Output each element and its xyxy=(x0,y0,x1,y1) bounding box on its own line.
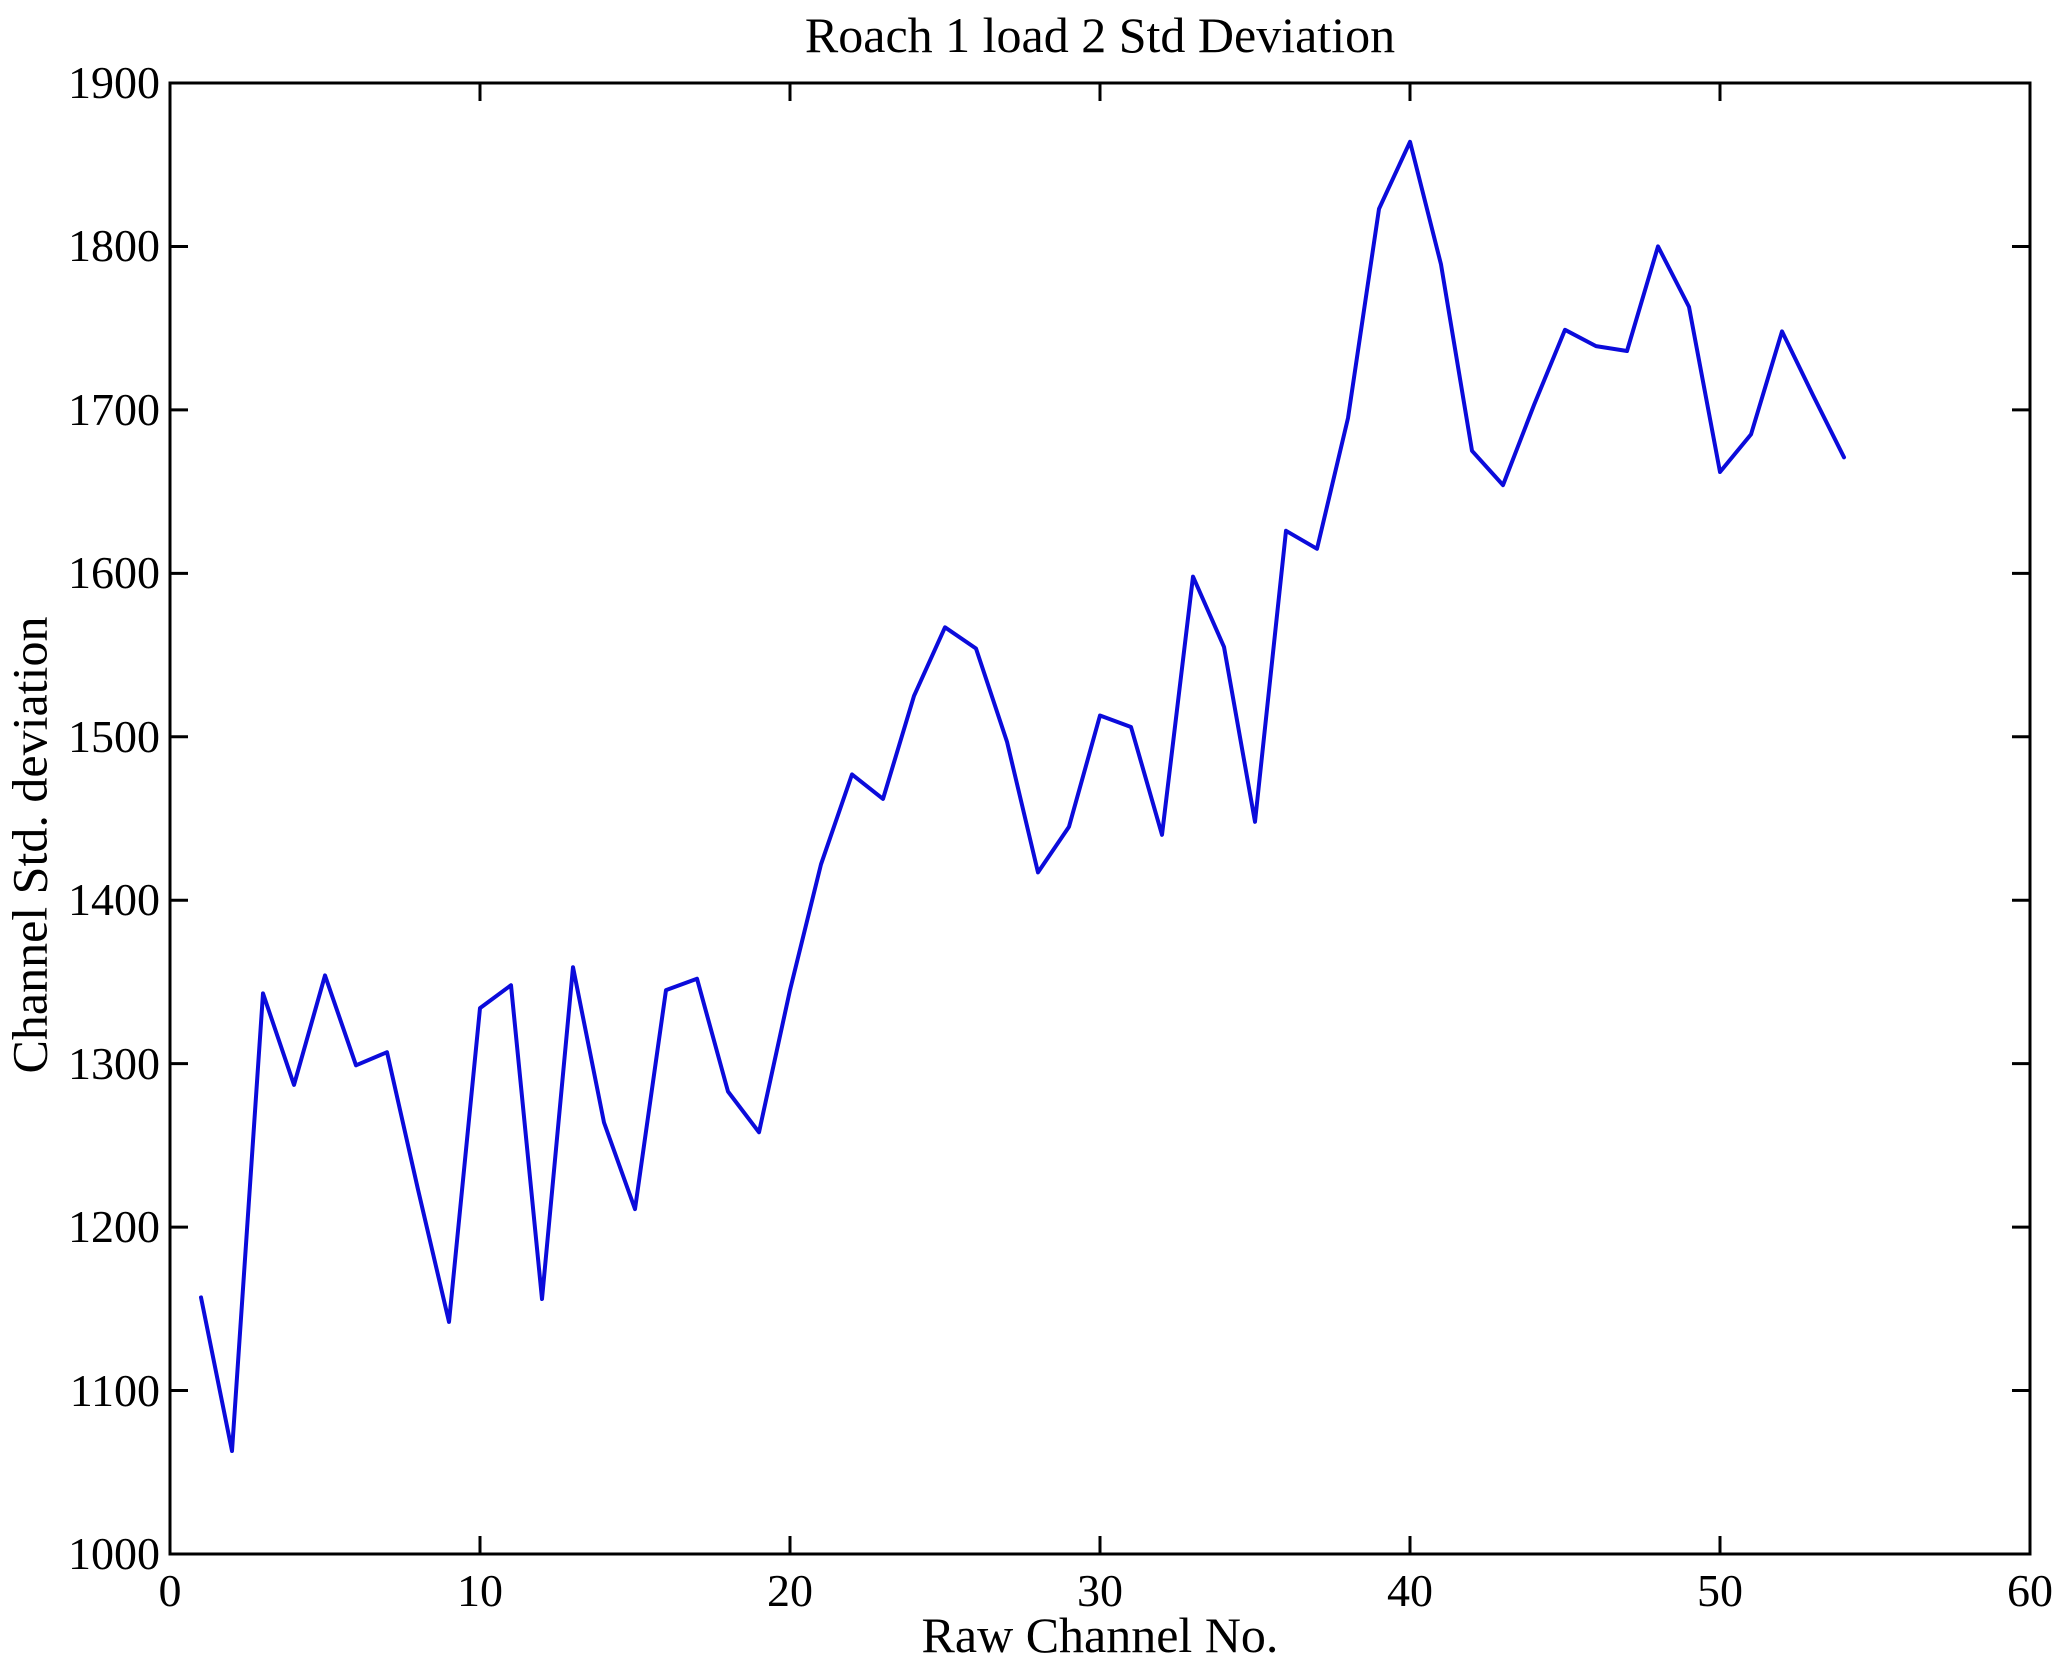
chart-title: Roach 1 load 2 Std Deviation xyxy=(804,7,1396,63)
y-tick-label: 1000 xyxy=(68,1528,160,1579)
y-tick-label: 1600 xyxy=(68,547,160,599)
plot-frame xyxy=(168,81,2032,1556)
x-tick-label: 60 xyxy=(2007,1565,2053,1616)
y-tick-label: 1800 xyxy=(68,220,160,272)
y-tick-label: 1300 xyxy=(68,1037,160,1089)
y-tick-label: 1700 xyxy=(68,383,160,435)
y-tick-label: 1400 xyxy=(68,874,160,926)
data-line xyxy=(199,139,1846,1453)
x-axis-label: Raw Channel No. xyxy=(921,1607,1279,1663)
y-tick-label: 1200 xyxy=(68,1201,160,1253)
y-tick-label: 1100 xyxy=(69,1364,160,1416)
x-tick-label: 20 xyxy=(767,1565,813,1616)
x-tick-label: 40 xyxy=(1387,1565,1433,1616)
x-tick-label: 10 xyxy=(457,1565,503,1616)
x-tick-label: 0 xyxy=(158,1565,182,1616)
y-tick-label: 1500 xyxy=(68,710,160,762)
x-tick-label: 30 xyxy=(1077,1565,1123,1616)
y-tick-label: 1900 xyxy=(68,57,160,108)
x-tick-label: 50 xyxy=(1697,1565,1743,1616)
